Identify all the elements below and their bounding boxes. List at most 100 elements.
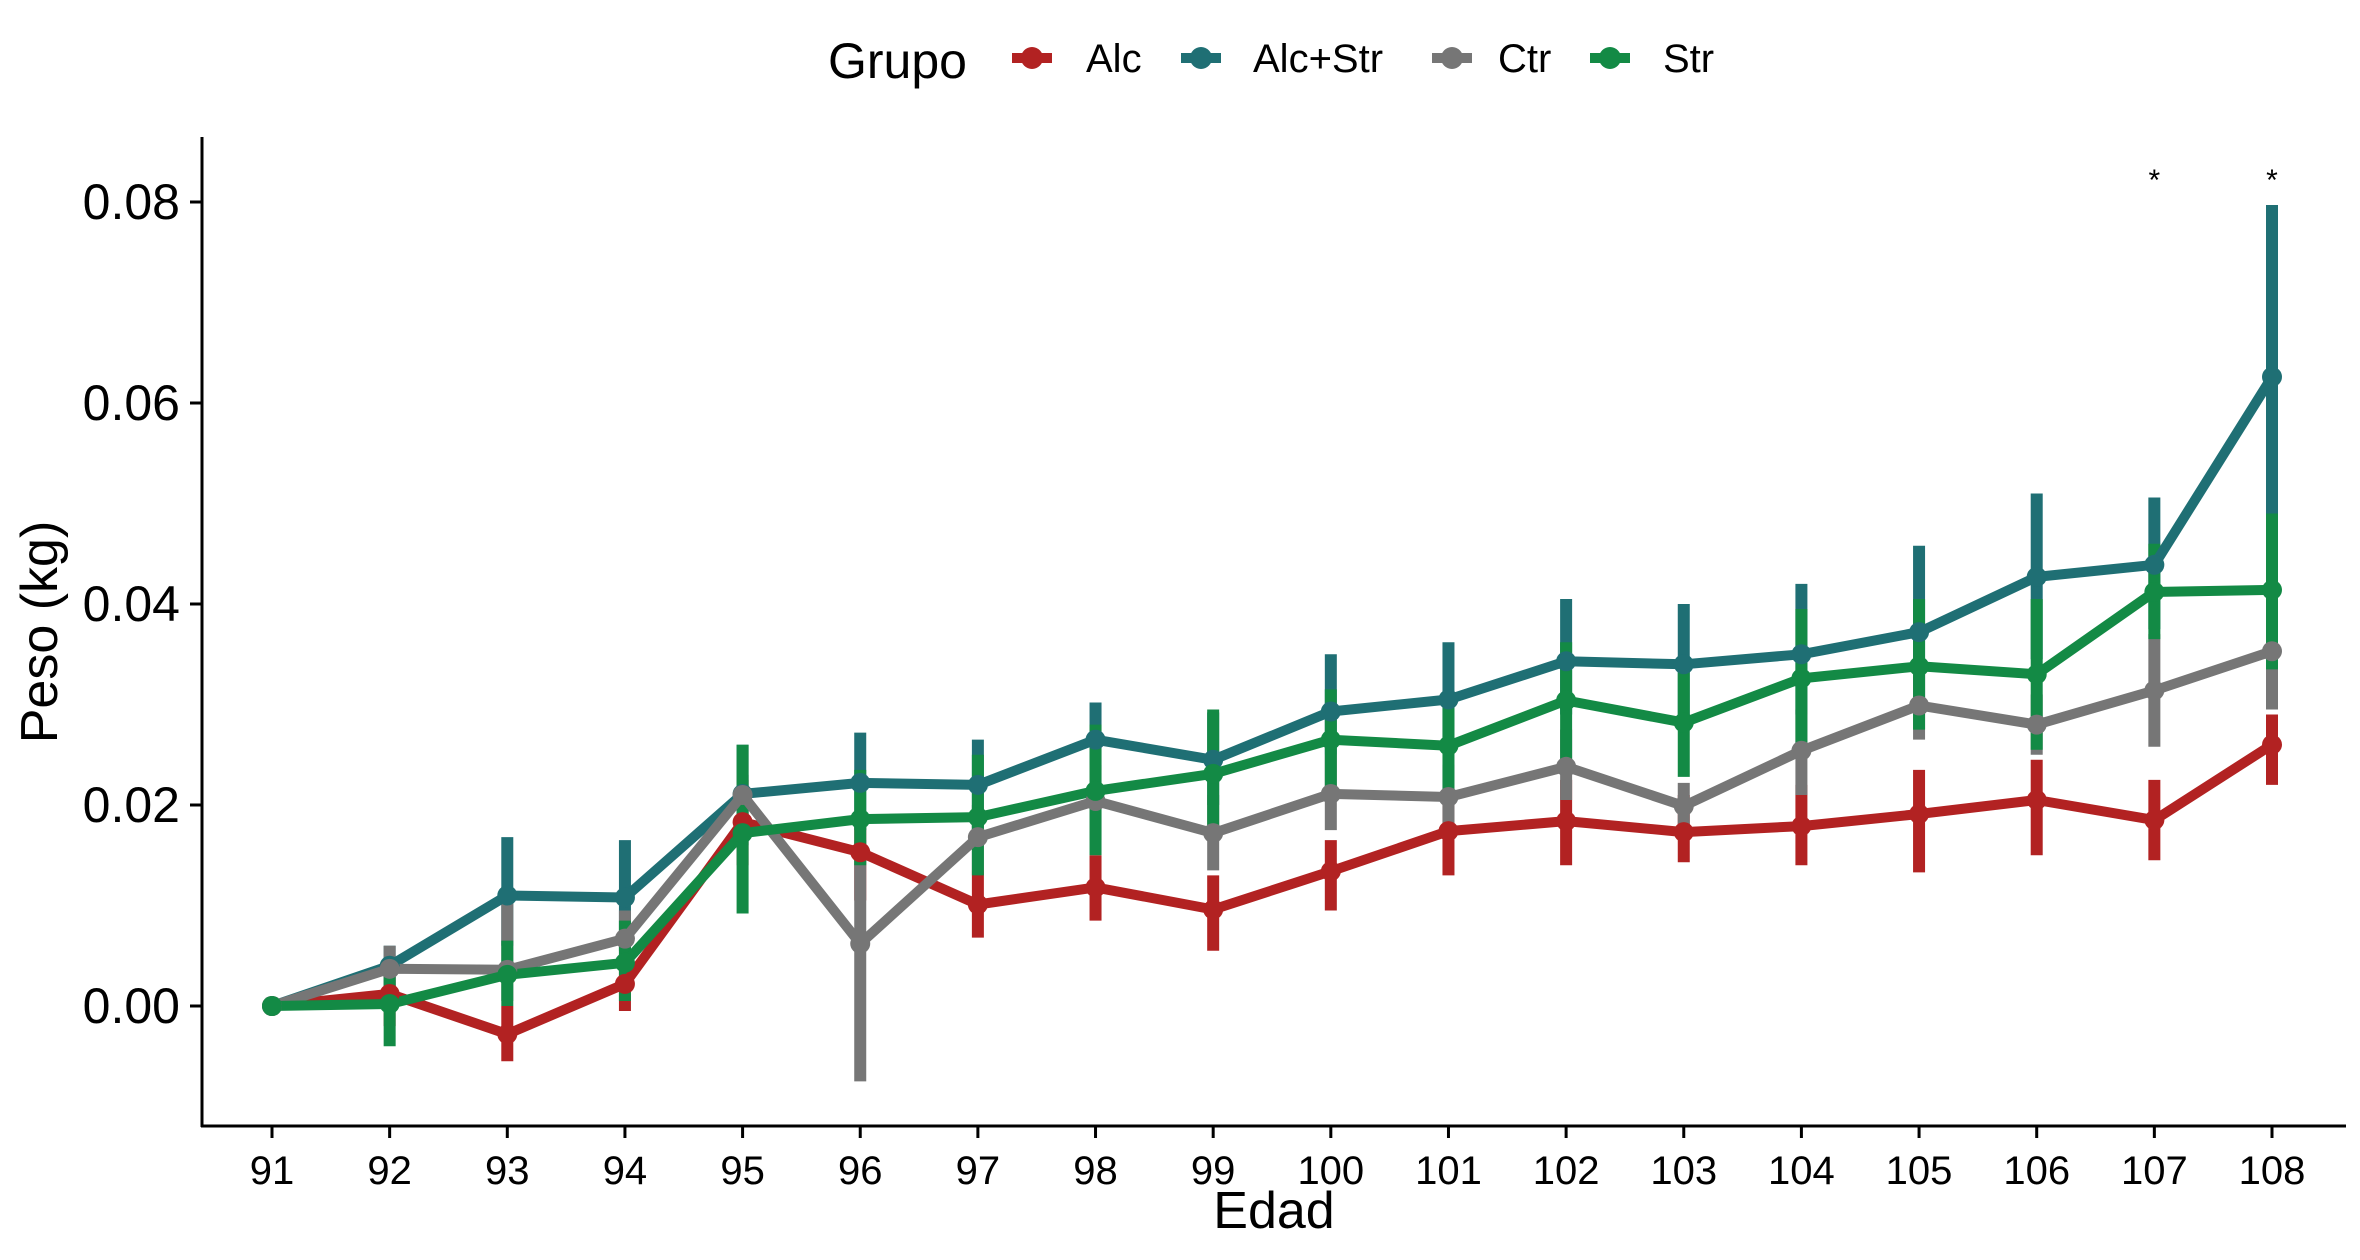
data-point-str	[1909, 656, 1930, 677]
data-point-str	[497, 964, 518, 985]
data-point-alc	[2144, 810, 2165, 831]
legend-label-alc-str: Alc+Str	[1253, 37, 1383, 81]
data-point-ctr	[967, 827, 988, 848]
legend-key-point-alc	[1021, 47, 1043, 69]
legend: Grupo Alc Alc+Str Ctr Str	[828, 33, 1714, 89]
annotations: * *	[2149, 164, 2279, 197]
data-point-ctr	[2026, 714, 2047, 735]
data-point-ctr	[614, 928, 635, 949]
data-points	[262, 366, 2282, 1045]
x-axis-title: Edad	[1213, 1182, 1334, 1240]
data-point-alc-str	[1438, 689, 1459, 710]
y-tick-label: 0.04	[83, 576, 180, 632]
data-point-str	[967, 807, 988, 828]
data-point-ctr	[1556, 756, 1577, 777]
data-point-str	[1320, 729, 1341, 750]
legend-label-ctr: Ctr	[1498, 37, 1551, 81]
series-lines	[270, 374, 2277, 1040]
data-point-alc-str	[1673, 654, 1694, 675]
data-point-ctr	[1203, 823, 1224, 844]
data-point-alc-str	[1556, 651, 1577, 672]
data-point-alc-str	[2144, 554, 2165, 575]
data-point-str	[262, 996, 282, 1016]
legend-key-point-alc-str	[1190, 47, 1212, 69]
data-point-str	[850, 809, 871, 830]
y-axis-title: Peso (kg)	[11, 521, 69, 744]
data-point-alc-str	[1203, 749, 1224, 770]
data-point-ctr	[2144, 680, 2165, 701]
data-point-str	[2262, 579, 2282, 600]
y-tick-label: 0.08	[83, 174, 180, 230]
data-point-alc	[2026, 789, 2047, 810]
data-point-str	[2144, 581, 2165, 602]
significance-marker: *	[2149, 164, 2161, 197]
legend-label-str: Str	[1663, 37, 1714, 81]
series-line-str	[271, 584, 2273, 1011]
data-point-str	[1673, 712, 1694, 733]
data-point-ctr	[1909, 695, 1930, 716]
data-point-ctr	[732, 784, 753, 805]
data-point-ctr	[850, 933, 871, 954]
data-point-alc	[497, 1024, 518, 1045]
axes	[200, 137, 2346, 1128]
series-line-ctr	[270, 646, 2274, 1011]
legend-label-alc: Alc	[1086, 37, 1142, 81]
error-bars	[383, 205, 2278, 1082]
x-tick-label: 108	[2239, 1149, 2306, 1193]
x-tick-label: 97	[956, 1149, 1001, 1193]
legend-title: Grupo	[828, 33, 967, 89]
x-tick-label: 104	[1768, 1149, 1835, 1193]
data-point-alc	[1438, 821, 1459, 842]
legend-key-point-str	[1599, 47, 1621, 69]
data-point-alc-str	[1791, 644, 1812, 665]
x-ticks: 91 92 93 94 95 96 97 98 99 100 101 102 103 104 105 106 1…	[250, 1126, 2306, 1193]
data-point-alc-str	[614, 887, 635, 908]
data-point-str	[614, 952, 635, 973]
x-tick-label: 100	[1297, 1149, 1364, 1193]
data-point-alc	[1556, 811, 1577, 832]
data-point-str	[379, 993, 400, 1014]
y-tick-label: 0.02	[83, 777, 180, 833]
data-point-alc	[614, 973, 635, 994]
x-tick-label: 92	[367, 1149, 412, 1193]
legend-key-point-ctr	[1441, 47, 1463, 69]
data-point-alc	[850, 842, 871, 863]
x-tick-label: 103	[1650, 1149, 1717, 1193]
data-point-str	[1203, 763, 1224, 784]
x-tick-label: 93	[485, 1149, 530, 1193]
data-point-alc-str	[967, 774, 988, 795]
data-point-ctr	[379, 958, 400, 979]
x-tick-label: 91	[250, 1149, 295, 1193]
data-point-alc-str	[1320, 701, 1341, 722]
data-point-alc	[1673, 822, 1694, 843]
x-tick-label: 101	[1415, 1149, 1482, 1193]
data-point-alc	[2262, 734, 2282, 755]
y-tick-label: 0.06	[83, 375, 180, 431]
data-point-str	[732, 823, 753, 844]
y-ticks: 0.00 0.02 0.04 0.06 0.08	[83, 174, 202, 1034]
data-point-alc	[967, 894, 988, 915]
data-point-str	[1791, 668, 1812, 689]
x-tick-label: 96	[838, 1149, 883, 1193]
x-tick-label: 102	[1533, 1149, 1600, 1193]
x-tick-label: 95	[720, 1149, 765, 1193]
data-point-ctr	[1320, 783, 1341, 804]
x-tick-label: 107	[2121, 1149, 2188, 1193]
x-tick-label: 105	[1886, 1149, 1953, 1193]
data-point-str	[1085, 780, 1106, 801]
significance-marker: *	[2266, 164, 2278, 197]
x-tick-label: 106	[2003, 1149, 2070, 1193]
data-point-alc-str	[1085, 729, 1106, 750]
data-point-alc-str	[497, 885, 518, 906]
data-point-str	[1556, 690, 1577, 711]
data-point-alc-str	[850, 772, 871, 793]
data-point-alc	[1320, 861, 1341, 882]
data-point-alc-str	[1909, 622, 1930, 643]
x-tick-label: 98	[1073, 1149, 1118, 1193]
data-point-str	[1438, 735, 1459, 756]
data-point-ctr	[1438, 786, 1459, 807]
x-tick-label: 94	[603, 1149, 648, 1193]
series-line-alc	[271, 740, 2275, 1040]
y-tick-label: 0.00	[83, 978, 180, 1034]
